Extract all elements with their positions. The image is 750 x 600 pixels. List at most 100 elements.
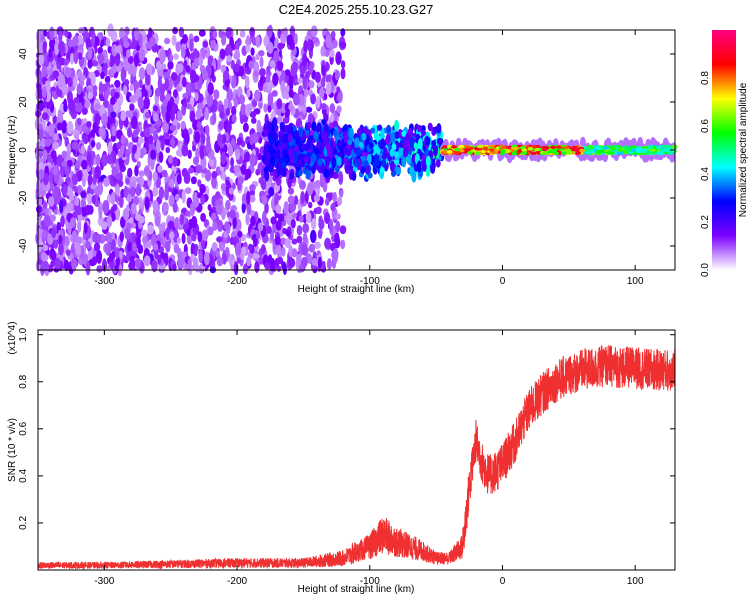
spectrogram-cell bbox=[281, 246, 286, 257]
spectrogram-cell bbox=[198, 29, 206, 37]
spectrogram-cell bbox=[249, 153, 256, 167]
spectrogram-cell bbox=[70, 217, 76, 229]
spectrogram-cell bbox=[245, 41, 251, 53]
spectrogram-cell bbox=[235, 41, 240, 52]
spectrogram-cell bbox=[280, 80, 286, 94]
spectrogram-cell bbox=[62, 183, 68, 196]
spectrogram-cell bbox=[163, 202, 169, 212]
spectrogram-cell bbox=[75, 160, 81, 169]
spectrogram-cell bbox=[130, 202, 137, 215]
spectrogram-cell bbox=[172, 26, 179, 35]
spectrogram-cell bbox=[282, 133, 287, 144]
spectrogram-cell bbox=[200, 156, 207, 170]
spectrogram-cell bbox=[553, 151, 560, 156]
spectrogram-cell bbox=[205, 124, 210, 137]
spectrogram-cell bbox=[323, 212, 331, 225]
spectrogram-cell bbox=[225, 43, 232, 57]
spectrogram-cell bbox=[301, 256, 308, 268]
spectrogram-cell bbox=[320, 102, 327, 111]
spectrogram-cell bbox=[115, 57, 120, 67]
spectrogram-cell bbox=[64, 29, 69, 38]
spectrogram-cell bbox=[179, 213, 185, 225]
spectrogram-cell bbox=[69, 181, 74, 188]
spectrogram-cell bbox=[260, 244, 266, 255]
spectrogram-cell bbox=[107, 141, 113, 156]
spectrogram-cell bbox=[114, 173, 122, 180]
snr-series-line bbox=[37, 344, 676, 571]
spectrogram-cell bbox=[665, 145, 672, 149]
x-tick-label: -300 bbox=[94, 576, 114, 587]
snr-ticks: -300 -200 -100 0 100 0.2 0.4 0.6 0.8 1.0 bbox=[18, 327, 675, 587]
spectrogram-cell bbox=[63, 103, 68, 113]
spectrogram-cell bbox=[430, 164, 436, 174]
spectrogram-cell bbox=[305, 70, 310, 79]
spectrogram-cell bbox=[102, 99, 109, 109]
spectrogram-cell bbox=[246, 202, 252, 215]
spectrogram-cell bbox=[54, 44, 59, 56]
spectrogram-cell bbox=[306, 121, 312, 130]
spectrogram-cell bbox=[253, 89, 261, 102]
spectrogram-cell bbox=[48, 50, 53, 59]
spectrogram-cell bbox=[240, 103, 247, 115]
spectrogram-cell bbox=[425, 136, 431, 146]
spectrogram-cell bbox=[316, 140, 322, 151]
spectrogram-cell bbox=[550, 145, 557, 150]
spectrogram-cell bbox=[401, 130, 407, 137]
spectrogram-cell bbox=[100, 83, 108, 93]
spectrogram-cell bbox=[329, 49, 335, 58]
spectrogram-cell bbox=[65, 249, 71, 256]
spectrogram-cell bbox=[181, 167, 188, 178]
spectrogram-cell bbox=[332, 39, 338, 49]
spectrogram-cell bbox=[157, 254, 162, 265]
spectrogram-cell bbox=[169, 109, 175, 122]
spectrogram-cell bbox=[280, 33, 285, 43]
spectrogram-cell bbox=[308, 253, 313, 265]
spectrogram-cell bbox=[291, 248, 298, 258]
spectrogram-cell bbox=[585, 148, 592, 152]
spectrogram-cell bbox=[218, 120, 225, 130]
spectrogram-cell bbox=[198, 55, 204, 67]
spectrogram-cell bbox=[37, 123, 43, 130]
spectrogram-cell bbox=[358, 141, 364, 149]
x-tick-label: 0 bbox=[500, 576, 506, 587]
spectrogram-cell bbox=[86, 121, 92, 128]
spectrogram-cell bbox=[132, 242, 137, 251]
spectrogram-cell bbox=[290, 62, 298, 77]
spectrogram-cell bbox=[655, 145, 662, 150]
spectrogram-cell bbox=[374, 154, 380, 167]
spectrogram-cell bbox=[324, 158, 330, 167]
spectrogram-cell bbox=[311, 153, 317, 163]
spectrogram-cell bbox=[58, 234, 63, 244]
spectrogram-cell bbox=[58, 30, 63, 42]
spectrogram-cell bbox=[308, 243, 316, 253]
spectrogram-cell bbox=[309, 61, 314, 74]
spectrogram-cell bbox=[136, 146, 141, 159]
spectrogram-cell bbox=[339, 225, 347, 235]
spectrogram-cell bbox=[186, 228, 191, 237]
spectrogram-cell bbox=[169, 178, 175, 189]
spectrogram-cell bbox=[157, 165, 163, 173]
spectrogram-cell bbox=[425, 164, 431, 177]
spectrogram-cell bbox=[87, 193, 93, 205]
spectrogram-cell bbox=[85, 36, 92, 51]
spectrogram-cell bbox=[361, 151, 367, 158]
spectrogram-cell bbox=[129, 186, 136, 198]
spectrogram-cell bbox=[340, 239, 346, 250]
spectrogram-cell bbox=[124, 227, 131, 240]
spectrogram-cell bbox=[102, 62, 108, 71]
spectrogram-cell bbox=[61, 120, 68, 134]
spectrogram-cell bbox=[206, 93, 214, 107]
spectrogram-cell bbox=[112, 143, 117, 152]
spectrogram-cell bbox=[598, 149, 605, 154]
spectrogram-cell bbox=[488, 148, 495, 152]
spectrogram-cell bbox=[73, 185, 78, 193]
spectrogram-cell bbox=[240, 246, 247, 256]
spectrogram-cell bbox=[197, 93, 204, 103]
spectrogram-cell bbox=[94, 199, 100, 207]
spectrogram-cell bbox=[111, 65, 118, 74]
spectrogram-cell bbox=[100, 71, 105, 80]
spectrogram-cell bbox=[303, 156, 309, 163]
spectrogram-cell bbox=[319, 175, 326, 188]
spectrogram-cell bbox=[354, 137, 360, 149]
snr-panel: -300 -200 -100 0 100 0.2 0.4 0.6 0.8 1.0 Height o… bbox=[7, 321, 676, 595]
